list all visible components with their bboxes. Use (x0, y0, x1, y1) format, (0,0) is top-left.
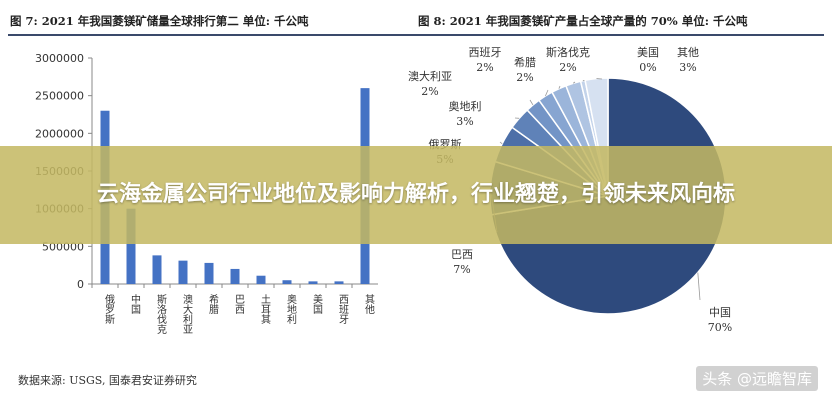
pie-label-name: 奥地利 (449, 99, 482, 113)
pie-label-pct: 0% (639, 61, 656, 74)
leader-line (529, 99, 534, 106)
x-tick-label: 中国 (129, 293, 141, 315)
bar-chart-title: 图 7: 2021 年我国菱镁矿储量全球排行第二 单位: 千公吨 (10, 14, 309, 28)
headline-text: 云海金属公司行业地位及影响力解析，行业翘楚，引领未来风向标 (96, 182, 735, 207)
bar-斯洛伐克 (152, 255, 162, 284)
watermark: 头条 @远瞻智库 (696, 366, 818, 391)
pie-label-name: 希腊 (514, 55, 536, 69)
pie-label-pct: 2% (559, 61, 576, 74)
title-divider (8, 34, 824, 36)
x-tick-label: 西班牙 (337, 294, 349, 325)
pie-label-name: 西班牙 (469, 46, 502, 59)
pie-label-name: 美国 (637, 46, 659, 59)
pie-label-pct: 2% (516, 71, 533, 84)
headline-banner: 云海金属公司行业地位及影响力解析，行业翘楚，引领未来风向标 (0, 146, 832, 244)
x-tick-label: 希腊 (207, 293, 219, 315)
leader-line (558, 85, 561, 89)
x-tick-label: 斯洛伐克 (155, 293, 167, 335)
pie-label-name: 中国 (709, 306, 731, 319)
x-tick-label: 俄罗斯 (103, 294, 115, 325)
leader-line (697, 272, 701, 301)
x-tick-label: 奥地利 (285, 293, 297, 324)
bar-西班牙 (334, 281, 344, 284)
pie-label-name: 澳大利亚 (408, 69, 452, 83)
data-source-note: 数据来源: USGS, 国泰君安证券研究 (18, 374, 197, 387)
bar-中国 (126, 208, 136, 284)
leader-line (545, 89, 549, 97)
y-tick-label: 2000000 (35, 127, 84, 140)
bar-土耳其 (256, 275, 266, 284)
y-tick-label: 2500000 (35, 90, 84, 103)
pie-chart-title: 图 8: 2021 年我国菱镁矿产量占全球产量的 70% 单位: 千公吨 (418, 14, 748, 28)
leader-line (572, 81, 576, 84)
pie-label-name: 其他 (677, 46, 699, 59)
y-tick-label: 3000000 (35, 52, 84, 65)
leader-line (499, 141, 503, 145)
bar-巴西 (230, 268, 240, 284)
pie-label-pct: 3% (679, 61, 696, 74)
pie-label-pct: 2% (421, 85, 438, 98)
pie-label-pct: 70% (708, 321, 732, 334)
pie-label-pct: 2% (476, 61, 493, 74)
bar-澳大利亚 (178, 260, 188, 284)
bar-美国 (308, 281, 318, 284)
pie-label-pct: 7% (453, 263, 470, 276)
x-tick-label: 巴西 (233, 294, 245, 314)
x-tick-label: 澳大利亚 (181, 293, 193, 334)
x-tick-label: 美国 (311, 293, 323, 315)
pie-label-name: 巴西 (451, 248, 473, 261)
pie-label-name: 斯洛伐克 (546, 45, 590, 59)
bar-奥地利 (282, 280, 292, 284)
y-tick-label: 0 (77, 278, 84, 291)
pie-label-pct: 3% (456, 115, 473, 128)
bar-希腊 (204, 262, 214, 284)
x-tick-label: 土耳其 (259, 293, 271, 325)
x-tick-label: 其他 (363, 294, 375, 315)
